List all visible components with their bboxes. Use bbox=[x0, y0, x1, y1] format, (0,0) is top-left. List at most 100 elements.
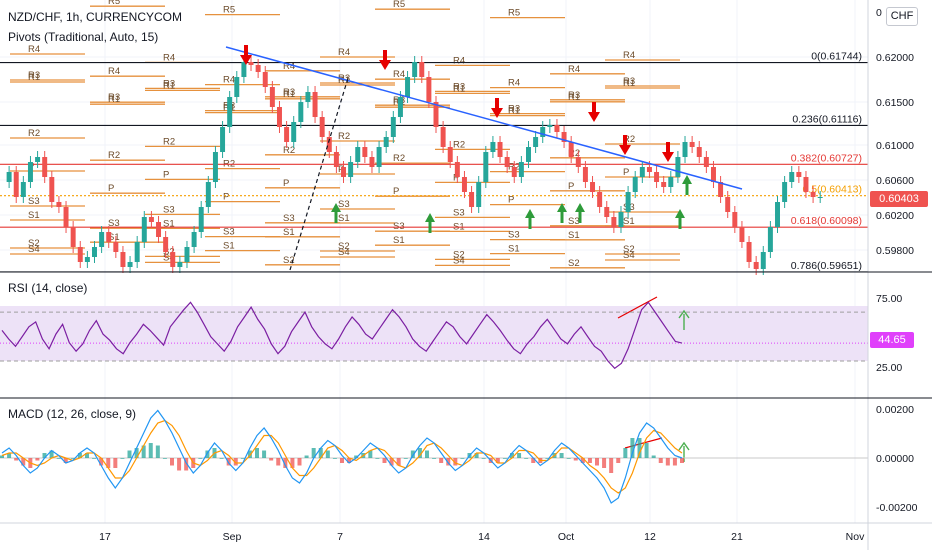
price-tick-label: 0.60600 bbox=[876, 175, 914, 187]
candle-body bbox=[284, 127, 290, 142]
macd-histogram-bar bbox=[276, 458, 281, 466]
candle-body bbox=[269, 87, 275, 107]
currency-button[interactable]: CHF bbox=[886, 7, 918, 26]
macd-histogram-bar bbox=[42, 453, 47, 458]
candle-body bbox=[767, 227, 773, 252]
macd-histogram-bar bbox=[70, 458, 75, 459]
pivots-indicator-title[interactable]: Pivots (Traditional, Auto, 15) bbox=[8, 30, 159, 44]
candle-body bbox=[341, 167, 346, 177]
pivot-level-label: S2 bbox=[338, 241, 350, 252]
pivot-level-label: P bbox=[163, 169, 169, 180]
drawings[interactable] bbox=[225, 45, 743, 462]
macd-histogram-bar bbox=[262, 450, 267, 458]
pivot-level-label: S2 bbox=[568, 258, 580, 269]
candle-body bbox=[433, 102, 439, 127]
pivot-level-label: S4 bbox=[338, 247, 350, 258]
candle-body bbox=[454, 162, 460, 177]
candle-body bbox=[632, 177, 638, 192]
macd-histogram-bar bbox=[446, 458, 451, 466]
macd-histogram-bar bbox=[531, 458, 536, 463]
price-tick-label: 0.60200 bbox=[876, 210, 914, 222]
candles bbox=[6, 56, 823, 275]
macd-histogram-bar bbox=[630, 438, 635, 458]
candle-body bbox=[597, 192, 603, 207]
macd-histogram-bar bbox=[680, 458, 684, 463]
macd-histogram-bar bbox=[587, 458, 592, 463]
rsi-panel bbox=[0, 301, 868, 370]
time-tick-label: Oct bbox=[558, 531, 574, 543]
pivot-level-label: R2 bbox=[453, 139, 465, 150]
pivot-level-label: R1 bbox=[508, 106, 520, 117]
candle-body bbox=[156, 222, 162, 237]
pivot-level-label: R3 bbox=[28, 70, 40, 81]
candle-body bbox=[333, 152, 339, 167]
pivot-level-label: S1 bbox=[163, 218, 175, 229]
macd-indicator-title[interactable]: MACD (12, 26, close, 9) bbox=[8, 407, 137, 421]
pivot-level-label: P bbox=[393, 186, 399, 197]
candle-body bbox=[298, 102, 304, 122]
pivot-level-label: S2 bbox=[163, 246, 175, 257]
candle-body bbox=[725, 197, 731, 212]
macd-histogram-bar bbox=[184, 458, 189, 471]
symbol-title[interactable]: NZD/CHF, 1h, CURRENCYCOM bbox=[8, 10, 183, 24]
macd-histogram-bar bbox=[495, 458, 500, 463]
pivot-level-label: S4 bbox=[453, 255, 465, 266]
pivot-level-label: R5 bbox=[508, 8, 520, 19]
pivot-level-label: R4 bbox=[453, 55, 465, 66]
rsi-value-badge: 44.65 bbox=[870, 332, 914, 348]
rsi-divergence-line bbox=[617, 296, 658, 319]
price-tick-label: 0.61500 bbox=[876, 97, 914, 109]
macd-histogram-bar bbox=[247, 450, 252, 458]
grid bbox=[0, 0, 868, 523]
candle-body bbox=[789, 172, 795, 182]
rsi-line bbox=[1, 301, 683, 370]
rsi-indicator-title[interactable]: RSI (14, close) bbox=[8, 281, 88, 295]
pivot-levels: R4 R3 R2 R1 P S1 S2 S3 S4 R5 R4 R3 R2 R1 P S1 S3 R4 R3 R2 R1… bbox=[10, 0, 680, 269]
macd-histogram-bar bbox=[304, 455, 309, 458]
fib-level-label: 0.5(0.60413) bbox=[802, 184, 862, 196]
red-arrow-down bbox=[662, 142, 674, 162]
candle-body bbox=[390, 117, 396, 137]
macd-histogram-bar bbox=[580, 458, 585, 463]
candle-body bbox=[611, 217, 617, 227]
macd-histogram-bar bbox=[162, 458, 167, 459]
macd-histogram-bar bbox=[49, 450, 54, 458]
candle-body bbox=[405, 77, 411, 97]
candle-body bbox=[220, 127, 226, 152]
macd-histogram-bar bbox=[134, 448, 139, 458]
pivot-level-label: R2 bbox=[163, 136, 175, 147]
candle-body bbox=[575, 157, 581, 167]
pivot-level-label: R3 bbox=[283, 87, 295, 98]
pivot-level-label: R1 bbox=[28, 72, 40, 83]
candle-body bbox=[796, 172, 802, 177]
candle-body bbox=[63, 207, 69, 227]
pivot-level-label: R3 bbox=[623, 76, 635, 87]
candle-body bbox=[803, 177, 809, 192]
macd-histogram-bar bbox=[290, 458, 295, 468]
pivot-level-label: R1 bbox=[108, 94, 120, 105]
pivot-level-label: R2 bbox=[623, 134, 635, 145]
macd-histogram-bar bbox=[205, 450, 210, 458]
candle-body bbox=[127, 262, 133, 267]
macd-histogram-bar bbox=[155, 445, 160, 458]
candle-body bbox=[205, 182, 211, 207]
fib-level-label: 0.786(0.59651) bbox=[791, 260, 862, 272]
candle-body bbox=[27, 162, 33, 182]
candle-body bbox=[134, 242, 140, 262]
candle-body bbox=[113, 242, 119, 252]
candle-body bbox=[490, 142, 496, 152]
pivot-level-label: R4 bbox=[623, 50, 635, 61]
red-arrow-down bbox=[240, 45, 252, 65]
macd-histogram-bar bbox=[403, 458, 408, 459]
candle-body bbox=[646, 167, 652, 172]
candle-body bbox=[99, 232, 105, 247]
candle-body bbox=[184, 247, 190, 262]
candle-body bbox=[775, 202, 780, 227]
macd-histogram-bar bbox=[177, 458, 182, 471]
candle-body bbox=[177, 262, 183, 267]
pivot-level-label: R4 bbox=[223, 75, 235, 86]
candle-body bbox=[483, 152, 489, 182]
macd-histogram-bar bbox=[127, 450, 132, 458]
candle-body bbox=[106, 232, 112, 242]
